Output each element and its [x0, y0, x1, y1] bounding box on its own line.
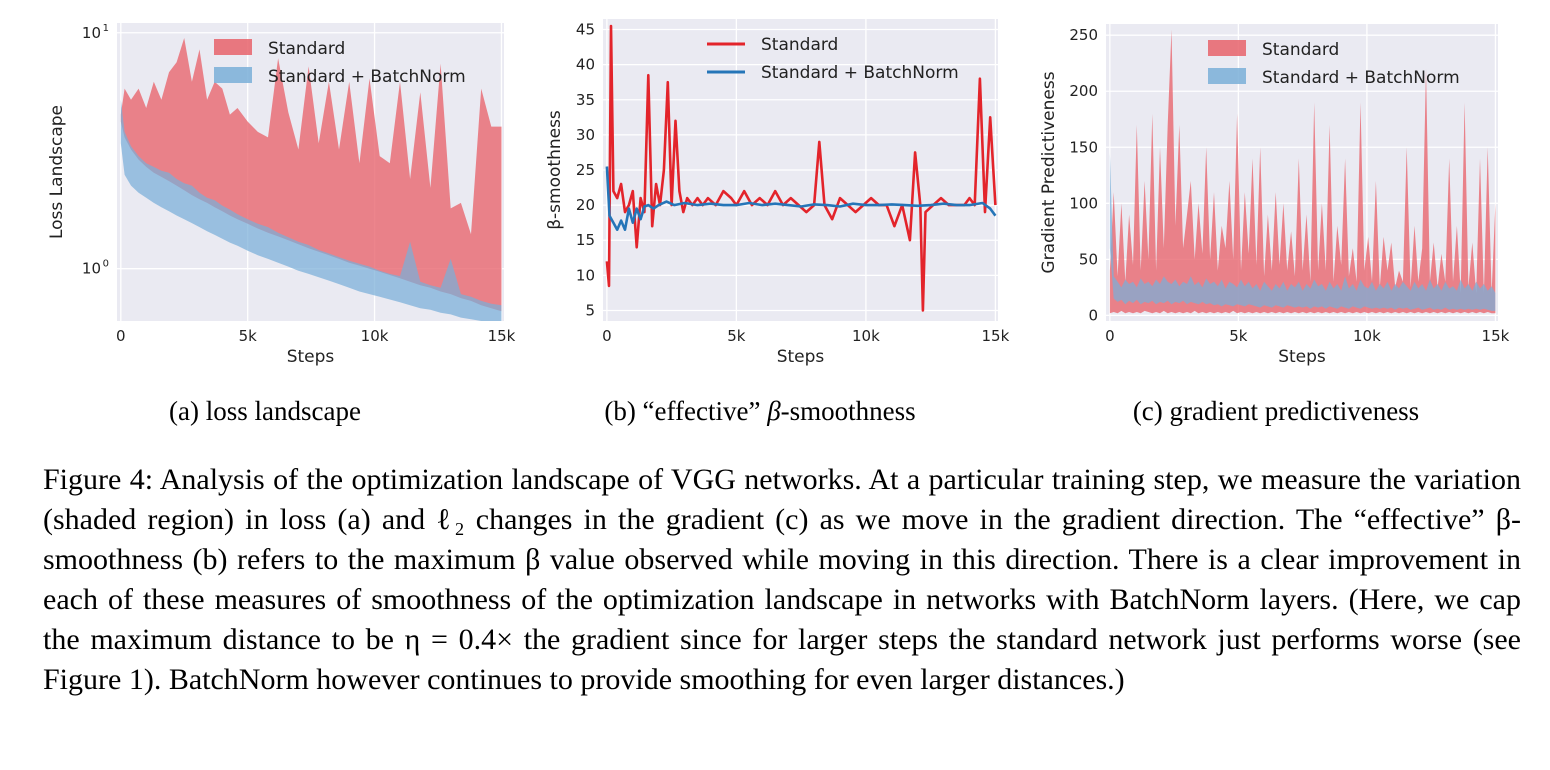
plot-area-c	[1109, 29, 1496, 314]
y-tick-exponent: 0	[103, 259, 109, 270]
y-tick-label: 250	[1069, 26, 1098, 44]
x-tick-label: 0	[1105, 327, 1115, 345]
y-tick-label: 45	[576, 21, 595, 39]
x-tick-label: 5k	[239, 327, 258, 345]
figure-caption-text: Figure 4: Analysis of the optimization l…	[43, 463, 1521, 696]
subcaption-c: (c) gradient predictiveness	[1132, 396, 1420, 426]
y-tick-label: 10	[82, 260, 101, 278]
x-tick-label: 10k	[361, 327, 389, 345]
y-tick-label: 5	[585, 301, 595, 319]
y-tick-label: 30	[576, 126, 595, 144]
x-tick-label: 5k	[1229, 327, 1248, 345]
x-tick-label: 0	[116, 327, 126, 345]
subcaption-b: (b) “effective” β-smoothness	[604, 396, 915, 427]
chart-c: 0 5k 10k 15k 0 50 100 150 200 250 Steps Gradient Pr…	[1039, 24, 1510, 367]
subcaption-b-prefix: (b) “effective”	[604, 396, 768, 426]
legend-swatch	[214, 39, 252, 55]
y-tick-label: 25	[576, 161, 595, 179]
y-tick-label: 35	[576, 91, 595, 109]
plot-area-a	[120, 38, 502, 321]
legend-label: Standard	[761, 35, 838, 55]
legend-label: Standard + BatchNorm	[1262, 68, 1460, 88]
x-tick-label: 15k	[982, 327, 1010, 345]
x-tick-label: 15k	[488, 327, 516, 345]
legend-label: Standard + BatchNorm	[268, 67, 466, 87]
series-band-standard	[120, 38, 502, 312]
figure-caption: Figure 4: Analysis of the optimization l…	[43, 460, 1521, 700]
x-tick-label: 10k	[1353, 327, 1381, 345]
legend-swatch	[1208, 68, 1246, 84]
x-tick-label: 0	[602, 327, 612, 345]
y-tick-label: 200	[1069, 82, 1098, 100]
legend-label: Standard	[268, 39, 345, 59]
legend-label: Standard	[1262, 40, 1339, 60]
subcaption-b-suffix: -smoothness	[780, 396, 916, 426]
y-tick-label: 40	[576, 56, 595, 74]
y-axis-label: β-smoothness	[545, 110, 565, 230]
y-tick-label: 15	[576, 231, 595, 249]
subcaption-b-beta: β	[767, 396, 781, 426]
x-tick-label: 5k	[727, 327, 746, 345]
y-tick-exponent: 1	[103, 23, 109, 34]
x-axis-label: Steps	[777, 347, 825, 367]
x-axis-label: Steps	[287, 347, 335, 367]
legend-label: Standard + BatchNorm	[761, 63, 959, 83]
chart-b: 0 5k 10k 15k 5 10 15 20 25 30 35 40 45 Steps β-smoothn…	[545, 19, 1010, 367]
y-tick-label: 150	[1069, 138, 1098, 156]
y-tick-label: 20	[576, 196, 595, 214]
y-tick-label: 10	[82, 24, 101, 42]
y-tick-label: 100	[1069, 194, 1098, 212]
series-band-standard	[1109, 29, 1496, 314]
series-band-batchnorm	[1109, 152, 1496, 311]
y-axis-label: Loss Landscape	[47, 105, 67, 239]
series-band-batchnorm	[120, 99, 502, 321]
subcaption-a: (a) loss landscape	[169, 396, 361, 426]
x-tick-label: 10k	[852, 327, 880, 345]
plot-area-b	[605, 24, 997, 312]
legend-swatch	[214, 67, 252, 83]
series-line-batchnorm	[605, 166, 997, 231]
x-axis-label: Steps	[1278, 347, 1326, 367]
y-axis-label: Gradient Predictiveness	[1039, 71, 1059, 273]
legend-swatch	[1208, 40, 1246, 56]
x-tick-label: 15k	[1482, 327, 1510, 345]
y-tick-label: 50	[1079, 250, 1098, 268]
y-tick-label: 0	[1088, 306, 1098, 324]
y-tick-label: 10	[576, 266, 595, 284]
